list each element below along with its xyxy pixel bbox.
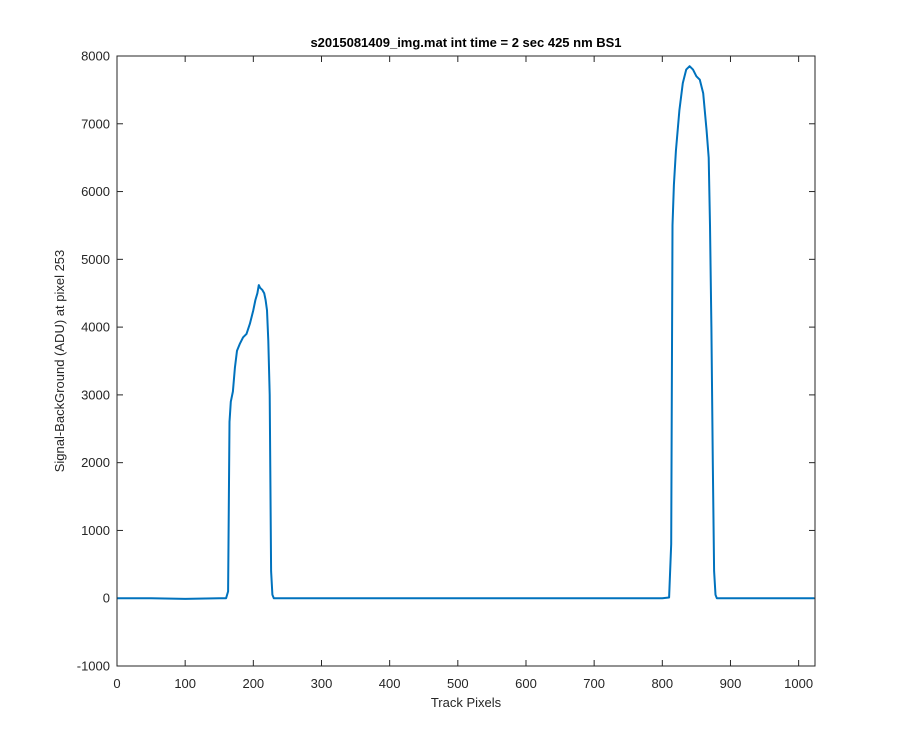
y-tick-label: 1000	[81, 523, 110, 538]
y-tick-label: 5000	[81, 252, 110, 267]
y-axis-label: Signal-BackGround (ADU) at pixel 253	[52, 250, 67, 473]
x-tick-label: 900	[720, 676, 742, 691]
y-tick-label: 6000	[81, 184, 110, 199]
plot-area-background	[117, 56, 815, 666]
y-tick-label: 4000	[81, 320, 110, 335]
x-tick-label: 200	[242, 676, 264, 691]
x-tick-label: 400	[379, 676, 401, 691]
chart-title: s2015081409_img.mat int time = 2 sec 425…	[310, 35, 621, 50]
x-tick-label: 700	[583, 676, 605, 691]
y-tick-label: -1000	[77, 659, 110, 674]
x-tick-label: 800	[651, 676, 673, 691]
x-tick-label: 500	[447, 676, 469, 691]
y-ticks: -1000 0 1000 2000 3000 4000 5000 6000 7000 8000	[77, 49, 815, 674]
x-tick-label: 300	[311, 676, 333, 691]
x-tick-label: 1000	[784, 676, 813, 691]
plot-frame	[116, 55, 816, 667]
y-tick-label: 3000	[81, 387, 110, 402]
x-tick-label: 0	[113, 676, 120, 691]
y-tick-label: 2000	[81, 455, 110, 470]
series-line	[117, 65, 815, 600]
x-tick-label: 600	[515, 676, 537, 691]
x-axis-label: Track Pixels	[431, 695, 502, 710]
x-tick-label: 100	[174, 676, 196, 691]
y-tick-label: 7000	[81, 116, 110, 131]
y-tick-label: 8000	[81, 49, 110, 64]
y-tick-label: 0	[103, 591, 110, 606]
x-ticks: 0 100 200 300 400 500 600 700 800 900 1000	[113, 56, 813, 691]
